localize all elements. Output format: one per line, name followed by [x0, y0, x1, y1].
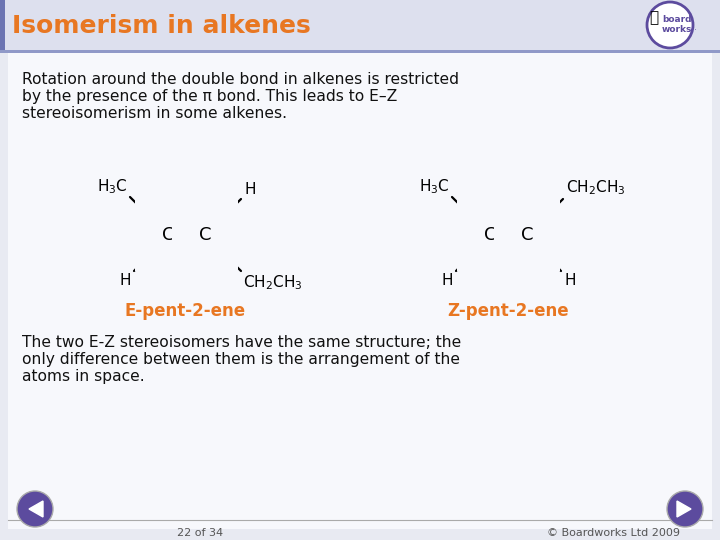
Bar: [8, 53, 712, 529]
Text: The two E-Z stereoisomers have the same structure; the: The two E-Z stereoisomers have the same …: [22, 335, 462, 350]
Text: H: H: [120, 273, 131, 288]
Polygon shape: [677, 501, 691, 517]
Text: $\mathregular{CH_2CH_3}$: $\mathregular{CH_2CH_3}$: [566, 178, 626, 197]
Text: H: H: [441, 273, 453, 288]
Text: Rotation around the double bond in alkenes is restricted: Rotation around the double bond in alken…: [22, 72, 459, 87]
Text: board: board: [662, 16, 692, 24]
Circle shape: [667, 491, 703, 527]
Text: $\mathregular{H_3C}$: $\mathregular{H_3C}$: [97, 177, 128, 196]
Text: only difference between them is the arrangement of the: only difference between them is the arra…: [22, 352, 460, 367]
Text: ...: ...: [689, 23, 697, 31]
Text: $\mathregular{H_3C}$: $\mathregular{H_3C}$: [419, 177, 450, 196]
Text: C: C: [521, 226, 534, 244]
Text: stereoisomerism in some alkenes.: stereoisomerism in some alkenes.: [22, 106, 287, 121]
Text: Isomerism in alkenes: Isomerism in alkenes: [12, 14, 311, 38]
Text: $\mathregular{CH_2CH_3}$: $\mathregular{CH_2CH_3}$: [243, 273, 302, 292]
Bar: [0, 0, 720, 50]
Text: 📖: 📖: [649, 10, 659, 25]
Text: C: C: [484, 226, 496, 244]
Text: C: C: [162, 226, 174, 244]
Circle shape: [17, 491, 53, 527]
Text: C: C: [199, 226, 211, 244]
Text: Z-pent-2-ene: Z-pent-2-ene: [447, 302, 569, 320]
Circle shape: [647, 2, 693, 48]
Text: by the presence of the π bond. This leads to E–Z: by the presence of the π bond. This lead…: [22, 89, 397, 104]
Text: 22 of 34: 22 of 34: [177, 528, 223, 538]
Bar: [0, 0, 5, 50]
Text: H: H: [564, 273, 575, 288]
Text: © Boardworks Ltd 2009: © Boardworks Ltd 2009: [547, 528, 680, 538]
Bar: [0, 50, 720, 53]
Text: atoms in space.: atoms in space.: [22, 369, 145, 384]
Text: works: works: [662, 25, 692, 35]
Text: E-pent-2-ene: E-pent-2-ene: [125, 302, 246, 320]
Text: H: H: [244, 182, 256, 197]
Polygon shape: [29, 501, 43, 517]
